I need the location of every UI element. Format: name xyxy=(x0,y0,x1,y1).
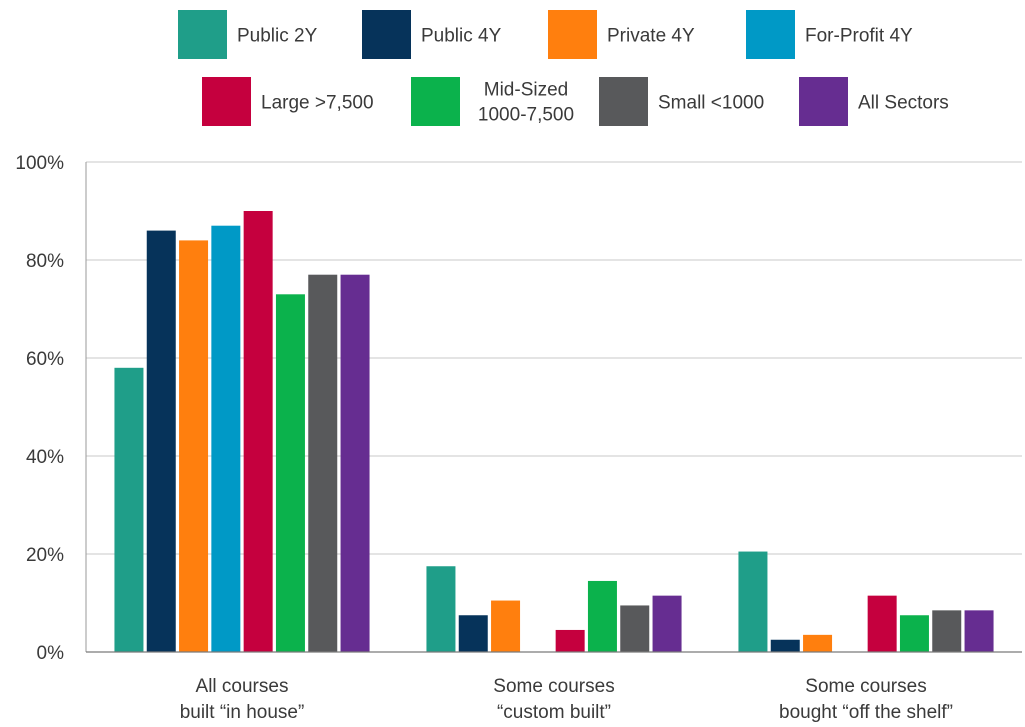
legend-item-private-4y: Private 4Y xyxy=(548,10,695,59)
bar-public-4y-cat-0 xyxy=(146,230,176,652)
legend-label: For-Profit 4Y xyxy=(805,26,913,47)
bar-private-4y-cat-0 xyxy=(179,240,209,652)
legend-swatch xyxy=(548,10,597,59)
bar-all-sectors-cat-2 xyxy=(964,610,994,652)
bar-public-2y-cat-2 xyxy=(738,551,768,652)
legend: Public 2Y Public 4Y Private 4Y For-Profit 4… xyxy=(178,10,949,126)
legend-label: Public 4Y xyxy=(421,26,502,47)
legend-swatch xyxy=(202,77,251,126)
legend-label: Small <1000 xyxy=(658,93,764,114)
legend-item-public-2y: Public 2Y xyxy=(178,10,318,59)
legend-label: Private 4Y xyxy=(607,26,695,47)
legend-item-mid-sized-1000-7-500: Mid-Sized 1000-7,500 xyxy=(411,77,574,126)
bar-public-4y-cat-2 xyxy=(770,639,800,652)
legend-swatch xyxy=(746,10,795,59)
legend-item-all-sectors: All Sectors xyxy=(799,77,949,126)
legend-swatch xyxy=(411,77,460,126)
x-category-label: Some courses “custom built” xyxy=(493,676,614,723)
gridlines xyxy=(86,161,1022,555)
bar-large-7-500-cat-2 xyxy=(867,595,897,652)
y-tick-label: 0% xyxy=(37,643,65,664)
legend-swatch xyxy=(178,10,227,59)
bar-private-4y-cat-1 xyxy=(491,600,521,652)
legend-swatch xyxy=(799,77,848,126)
bars xyxy=(114,211,994,652)
bar-large-7-500-cat-1 xyxy=(555,629,585,652)
legend-label: Mid-Sized 1000-7,500 xyxy=(478,80,574,126)
y-tick-label: 20% xyxy=(26,545,64,566)
bar-private-4y-cat-2 xyxy=(803,634,833,652)
y-tick-label: 60% xyxy=(26,349,64,370)
bar-public-2y-cat-0 xyxy=(114,367,144,652)
legend-label: All Sectors xyxy=(858,93,949,114)
bar-public-2y-cat-1 xyxy=(426,566,456,652)
x-category-label: All courses built “in house” xyxy=(180,676,305,723)
bar-mid-sized-1000-7-500-cat-1 xyxy=(587,580,617,652)
legend-label: Public 2Y xyxy=(237,26,318,47)
x-axis-labels: All courses built “in house” Some courses “… xyxy=(180,676,953,723)
bar-small-1000-cat-1 xyxy=(620,605,650,652)
bar-all-sectors-cat-0 xyxy=(340,274,370,652)
bar-for-profit-4y-cat-0 xyxy=(211,225,241,652)
x-category-label: Some courses bought “off the shelf” xyxy=(779,676,953,723)
y-tick-label: 40% xyxy=(26,447,64,468)
legend-swatch xyxy=(362,10,411,59)
bar-small-1000-cat-2 xyxy=(932,610,962,652)
bar-mid-sized-1000-7-500-cat-0 xyxy=(275,294,305,652)
y-tick-label: 80% xyxy=(26,251,64,272)
bar-large-7-500-cat-0 xyxy=(243,211,273,652)
bar-small-1000-cat-0 xyxy=(308,274,338,652)
legend-item-for-profit-4y: For-Profit 4Y xyxy=(746,10,913,59)
y-axis-ticks: 0% 20% 40% 60% 80% 100% xyxy=(15,153,64,664)
bar-public-4y-cat-1 xyxy=(458,615,488,652)
legend-item-large-7-500: Large >7,500 xyxy=(202,77,374,126)
bar-mid-sized-1000-7-500-cat-2 xyxy=(899,615,929,652)
bar-all-sectors-cat-1 xyxy=(652,595,682,652)
legend-item-small-1000: Small <1000 xyxy=(599,77,764,126)
legend-label: Large >7,500 xyxy=(261,93,374,114)
axes xyxy=(85,162,1022,653)
legend-swatch xyxy=(599,77,648,126)
legend-item-public-4y: Public 4Y xyxy=(362,10,502,59)
y-tick-label: 100% xyxy=(15,153,64,174)
